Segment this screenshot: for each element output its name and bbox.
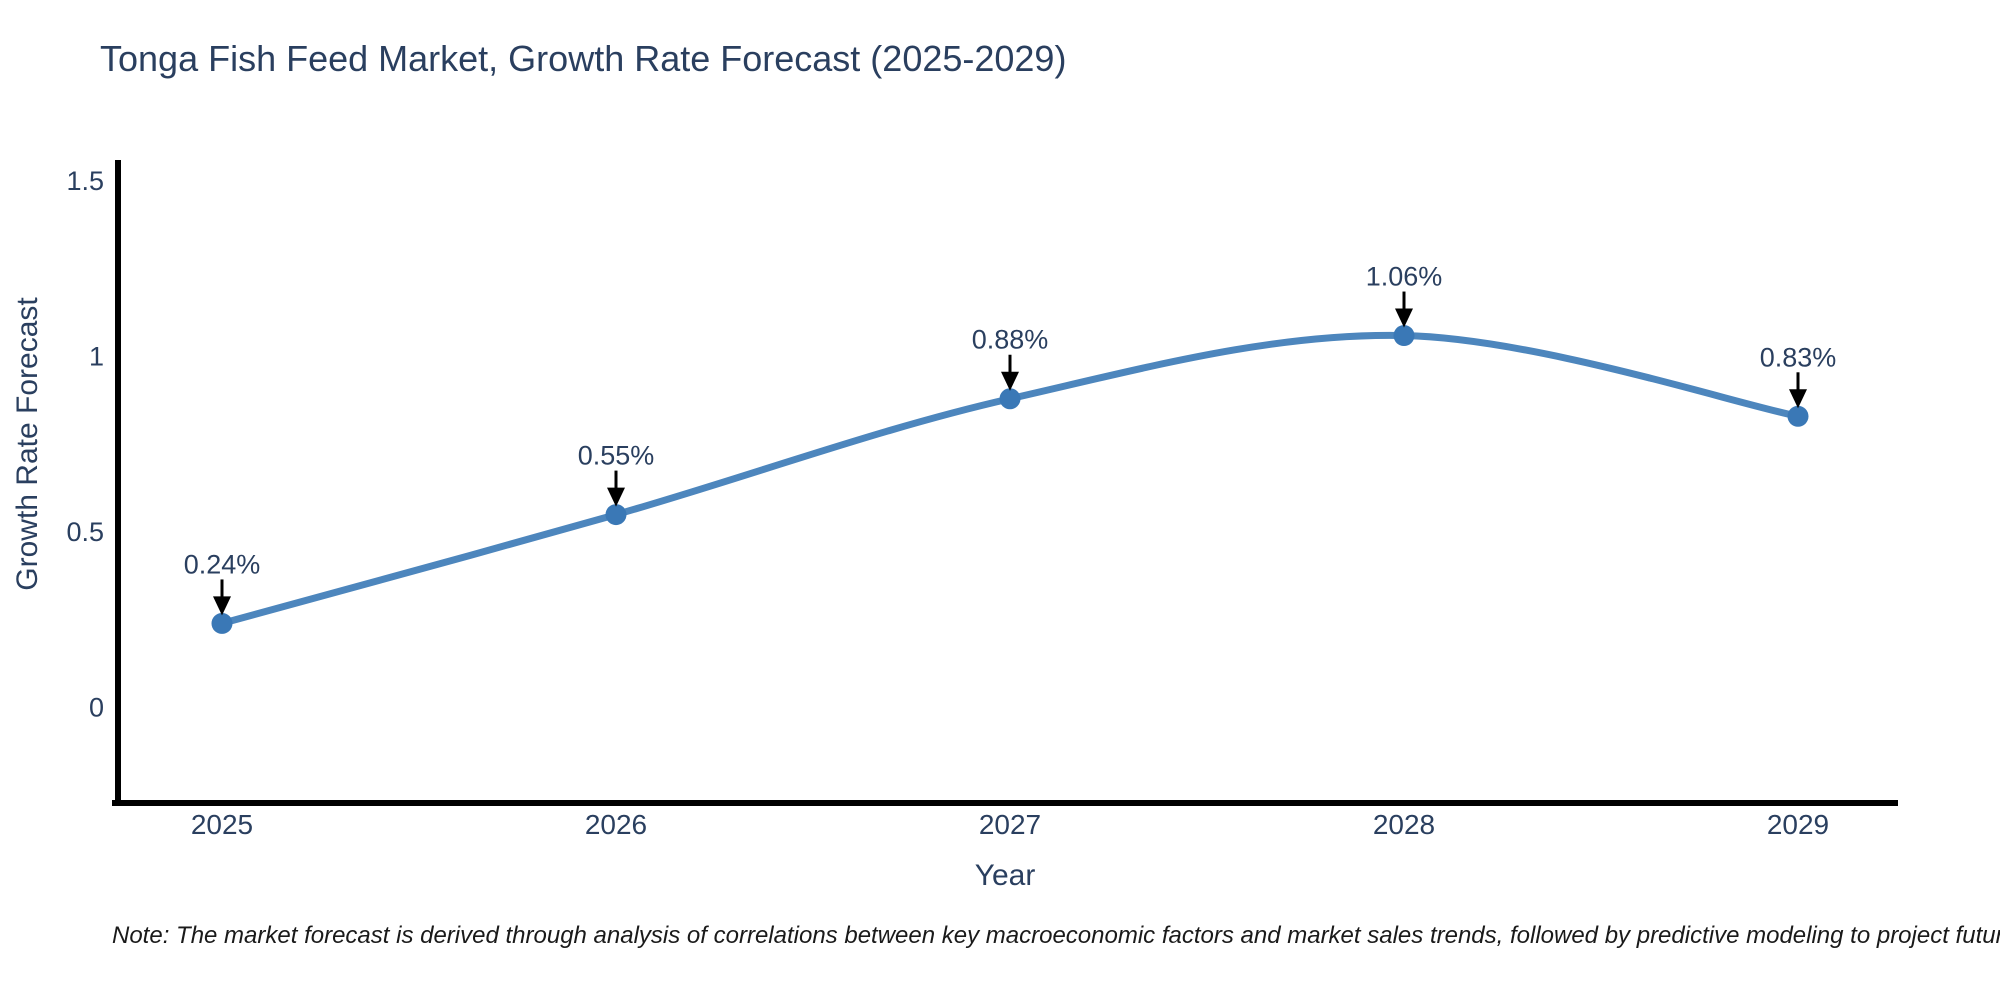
y-axis-line [115, 160, 121, 806]
x-tick-label: 2027 [979, 809, 1041, 840]
annotation-label-2026: 0.55% [578, 441, 655, 471]
x-tick-label: 2029 [1767, 809, 1829, 840]
chart-title: Tonga Fish Feed Market, Growth Rate Fore… [100, 38, 1067, 79]
x-axis-line [112, 800, 1898, 806]
data-point-2029 [1787, 405, 1809, 427]
data-point-2026 [605, 504, 627, 526]
annotation-arrowhead-icon [1789, 389, 1807, 409]
annotation-label-2029: 0.83% [1760, 342, 1837, 372]
x-tick-label: 2025 [191, 809, 253, 840]
annotation-arrowhead-icon [213, 596, 231, 616]
annotation-arrowhead-icon [1395, 308, 1413, 328]
x-axis-title: Year [974, 859, 1036, 892]
x-tick-label: 2028 [1373, 809, 1435, 840]
y-tick-label: 1.5 [66, 166, 104, 196]
data-point-2025 [211, 612, 233, 634]
y-tick-label: 1 [89, 342, 104, 372]
annotation-arrowhead-icon [1001, 371, 1019, 391]
annotation-arrowhead-icon [607, 487, 625, 507]
annotation-label-2028: 1.06% [1366, 262, 1443, 292]
y-tick-label: 0 [89, 693, 104, 723]
annotation-label-2025: 0.24% [184, 549, 261, 579]
x-tick-label: 2026 [585, 809, 647, 840]
data-point-2027 [999, 388, 1021, 410]
annotation-label-2027: 0.88% [972, 325, 1049, 355]
footnote: Note: The market forecast is derived thr… [112, 922, 2000, 949]
data-point-2028 [1393, 325, 1415, 347]
y-tick-label: 0.5 [66, 517, 104, 547]
